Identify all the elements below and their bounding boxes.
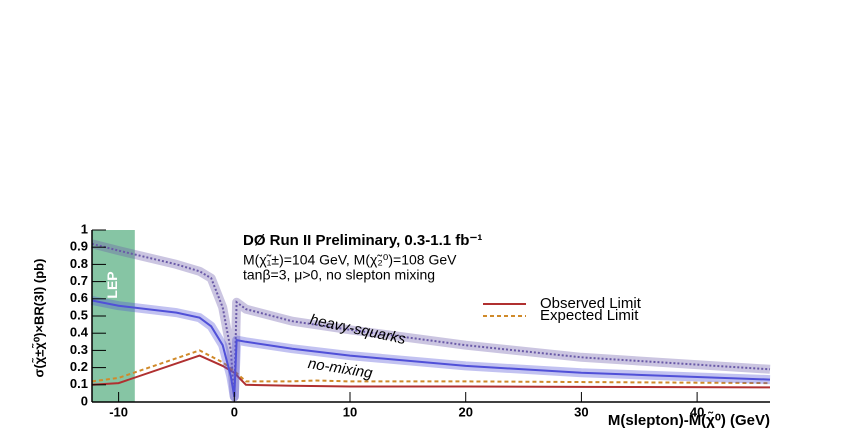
region-label: LEP [104,271,120,298]
x-tick-label: 20 [458,404,472,419]
x-tick-label: 30 [574,404,588,419]
legend-label: Observed Limit [540,295,642,312]
y-axis-label: σ(χ̃±χ̃⁰)×BR(3l) (pb) [31,259,46,378]
y-tick-label: 0 [81,393,88,408]
y-tick-label: 0.4 [70,325,89,340]
x-tick-label: 0 [231,404,238,419]
y-tick-label: 0.5 [70,307,88,322]
y-tick-label: 0.1 [70,376,88,391]
series-line [91,349,771,385]
x-tick-label: -10 [109,404,128,419]
y-tick-label: 0.3 [70,342,88,357]
series-line [91,242,771,397]
legend-label: Expected Limit [540,307,639,324]
chart-title: DØ Run II Preliminary, 0.3-1.1 fb⁻¹ [243,232,482,249]
y-tick-label: 1 [81,221,88,236]
x-axis-label: M(slepton)-M(χ̃⁰) (GeV) [608,411,770,429]
y-tick-label: 0.8 [70,256,88,271]
series-label: heavy-squarks [308,311,407,348]
y-tick-label: 0.9 [70,239,88,254]
y-tick-label: 0.6 [70,290,88,305]
x-tick-label: 10 [343,404,357,419]
series-line [91,354,771,389]
x-tick-label: 40 [690,404,704,419]
y-tick-label: 0.7 [70,273,88,288]
y-tick-label: 0.2 [70,359,88,374]
chart-subtitle: tanβ=3, μ>0, no slepton mixing [243,267,435,283]
chart-subtitle: M(χ̃₁±)=104 GeV, M(χ̃₂⁰)=108 GeV [243,252,457,268]
